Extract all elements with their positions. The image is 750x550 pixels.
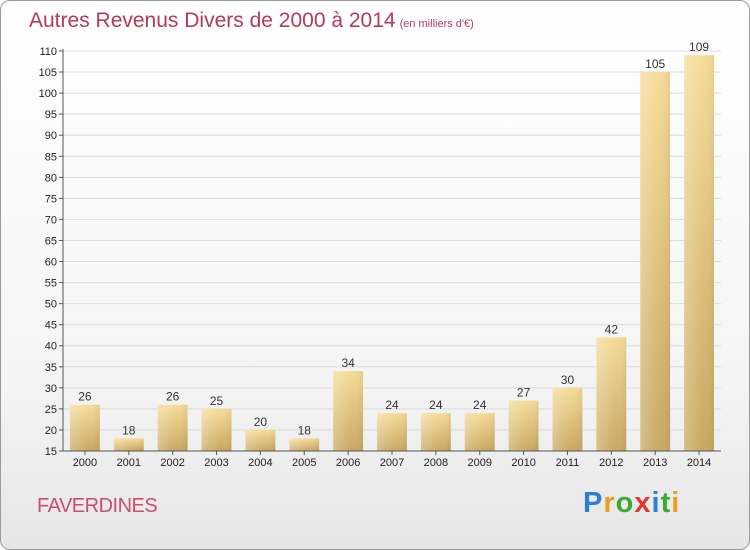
bar-shade: [377, 413, 407, 451]
value-label: 27: [517, 385, 531, 399]
bar-shade: [640, 72, 671, 451]
bar-shade: [245, 429, 276, 451]
y-tick-label: 105: [39, 67, 57, 79]
y-tick-label: 100: [39, 88, 57, 100]
y-tick-label: 110: [39, 46, 57, 58]
bar-shade: [157, 404, 188, 451]
y-tick-label: 60: [45, 257, 57, 269]
logo-letter: o: [615, 487, 635, 519]
y-tick-label: 20: [45, 425, 57, 437]
value-label: 26: [78, 390, 92, 404]
x-tick-label: 2012: [599, 457, 623, 469]
bar-shade: [684, 55, 714, 452]
chart-unit: (en milliers d'€): [399, 18, 474, 30]
y-tick-label: 55: [45, 278, 57, 290]
value-label: 18: [122, 423, 136, 437]
value-label: 20: [254, 415, 268, 429]
y-tick-label: 25: [45, 404, 57, 416]
bar-shade: [289, 438, 320, 451]
logo-letter: i: [671, 487, 681, 519]
y-tick-label: 50: [45, 299, 57, 311]
value-label: 105: [645, 57, 665, 71]
x-tick-label: 2007: [380, 457, 404, 469]
value-label: 30: [561, 373, 575, 387]
value-label: 24: [429, 398, 443, 412]
x-tick-label: 2011: [556, 457, 580, 469]
proxiti-logo: Proxiti: [583, 487, 680, 520]
y-tick-label: 80: [45, 172, 57, 184]
bar-shade: [201, 408, 232, 451]
y-tick-label: 30: [45, 383, 57, 395]
value-label: 24: [473, 398, 487, 412]
y-tick-label: 35: [45, 362, 57, 374]
bars: [70, 55, 714, 452]
x-tick-label: 2002: [160, 457, 184, 469]
x-tick-label: 2013: [643, 457, 667, 469]
value-label: 24: [385, 398, 399, 412]
x-tick-label: 2003: [204, 457, 228, 469]
y-tick-label: 65: [45, 235, 57, 247]
x-tick-label: 2000: [73, 457, 97, 469]
chart-title: Autres Revenus Divers de 2000 à 2014 (en …: [29, 9, 474, 33]
y-tick-label: 70: [45, 214, 57, 226]
value-label: 109: [689, 40, 709, 54]
bar-shade: [420, 413, 451, 451]
logo-letter: t: [660, 487, 672, 519]
bar-shade: [70, 404, 100, 451]
x-tick-label: 2006: [336, 457, 360, 469]
y-tick-label: 95: [45, 109, 57, 121]
x-tick-label: 2008: [424, 457, 448, 469]
labels: 15 20 25 30 35 40 45 50 55 60 65 70 75 80 85 90 95 100 105…: [39, 40, 712, 469]
chart-title-text: Autres Revenus Divers de 2000 à 2014: [29, 9, 396, 32]
bar-shade: [508, 400, 539, 451]
commune-name: FAVERDINES: [37, 495, 158, 517]
value-label: 26: [166, 390, 180, 404]
y-tick-label: 15: [45, 446, 57, 458]
bar-shade: [552, 387, 583, 451]
y-tick-label: 90: [45, 130, 57, 142]
logo-letter: i: [651, 487, 661, 519]
value-label: 18: [298, 423, 312, 437]
y-tick-label: 75: [45, 193, 57, 205]
bar-shade: [333, 371, 364, 451]
bar-shade: [113, 438, 144, 451]
x-tick-label: 2001: [117, 457, 141, 469]
y-tick-label: 40: [45, 341, 57, 353]
x-tick-label: 2004: [248, 457, 272, 469]
logo-letter: r: [603, 487, 616, 519]
x-tick-label: 2009: [467, 457, 491, 469]
y-tick-label: 45: [45, 320, 57, 332]
bar-shade: [596, 337, 627, 451]
value-label: 34: [341, 356, 355, 370]
y-tick-label: 85: [45, 151, 57, 163]
value-label: 25: [210, 394, 224, 408]
x-tick-label: 2010: [511, 457, 535, 469]
x-tick-label: 2014: [687, 457, 711, 469]
value-label: 42: [605, 322, 619, 336]
logo-letter: P: [583, 487, 604, 519]
axes: [59, 49, 721, 455]
logo-letter: x: [634, 487, 652, 519]
x-tick-label: 2005: [292, 457, 316, 469]
bar-shade: [464, 413, 495, 451]
